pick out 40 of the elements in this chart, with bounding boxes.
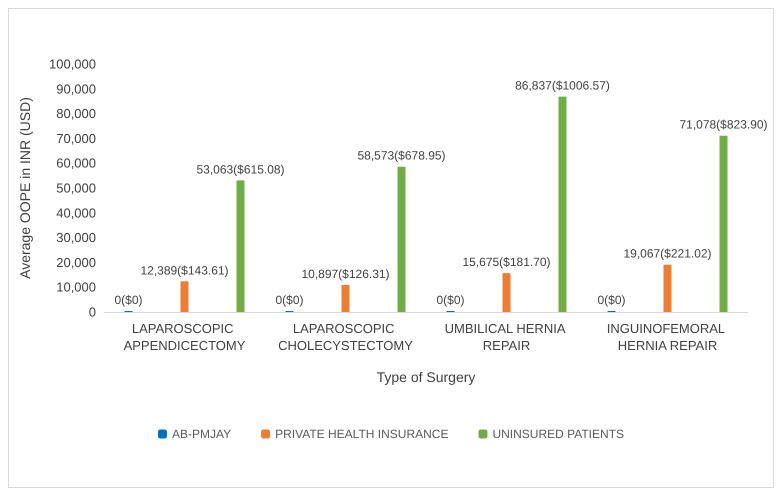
bar <box>342 284 350 312</box>
data-label: 15,675($181.70) <box>462 255 551 270</box>
data-label: 0($0) <box>275 293 304 307</box>
x-tick-label: INGUINOFEMORAL HERNIA REPAIR <box>606 321 728 353</box>
x-axis-title: Type of Surgery <box>376 369 476 385</box>
bar <box>720 136 728 312</box>
bar <box>236 180 244 312</box>
data-label: 10,897($126.31) <box>301 266 390 281</box>
x-tick-label: LAPAROSCOPIC APPENDICECTOMY <box>124 321 246 353</box>
y-axis-title: Average OOPE in INR (USD) <box>17 97 33 279</box>
bar <box>502 273 510 312</box>
legend-label: AB-PMJAY <box>172 427 232 441</box>
data-label: 12,389($143.61) <box>140 263 229 278</box>
x-tick-label: LAPAROSCOPIC CHOLECYSTECTOMY <box>278 321 414 353</box>
data-label: 0($0) <box>114 293 143 307</box>
y-tick-label: 50,000 <box>56 180 96 196</box>
y-tick-label: 30,000 <box>56 230 96 246</box>
data-label: 0($0) <box>597 293 626 307</box>
legend-label: PRIVATE HEALTH INSURANCE <box>275 427 448 441</box>
data-label: 0($0) <box>436 293 465 307</box>
y-tick-label: 60,000 <box>56 156 96 171</box>
bar <box>558 96 566 312</box>
legend-label: UNINSURED PATIENTS <box>492 427 624 441</box>
data-label: 58,573($678.95) <box>357 148 446 163</box>
x-tick-label: UMBILICAL HERNIA REPAIR <box>444 321 568 353</box>
bar <box>398 166 406 312</box>
data-label: 86,837($1006.57) <box>515 78 610 93</box>
y-tick-label: 70,000 <box>56 130 96 146</box>
y-tick-label: 20,000 <box>56 254 96 270</box>
y-tick-label: 80,000 <box>56 106 96 122</box>
data-label: 53,063($615.08) <box>196 162 285 176</box>
bar <box>180 281 188 312</box>
data-label: 71,078($823.90) <box>679 118 768 132</box>
y-tick-label: 40,000 <box>56 205 96 220</box>
y-tick-label: 0 <box>88 304 96 320</box>
y-tick-label: 100,000 <box>49 56 96 72</box>
data-label: 19,067($221.02) <box>623 246 712 261</box>
y-tick-label: 90,000 <box>56 81 96 96</box>
y-tick-label: 10,000 <box>56 280 96 295</box>
bar <box>664 264 672 312</box>
